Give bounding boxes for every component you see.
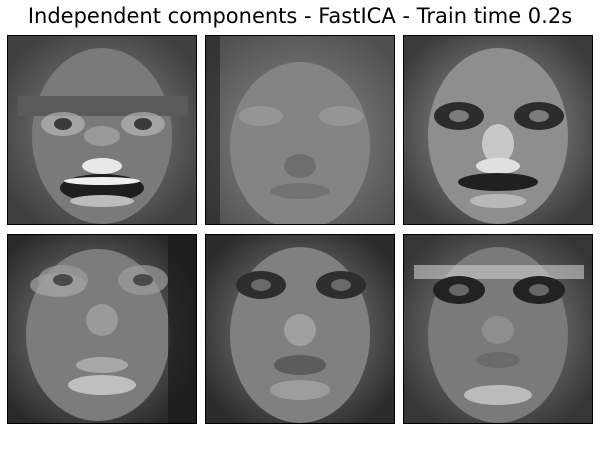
face-panel-5 — [205, 234, 395, 424]
face-image-5 — [206, 235, 394, 423]
face-image-3 — [404, 36, 592, 224]
face-panel-2 — [205, 35, 395, 225]
face-panel-4 — [7, 234, 197, 424]
figure-title: Independent components - FastICA - Train… — [27, 4, 573, 28]
face-image-2 — [206, 36, 394, 224]
face-image-6 — [404, 235, 592, 423]
face-panel-6 — [403, 234, 593, 424]
face-image-1 — [8, 36, 196, 224]
face-panel-1 — [7, 35, 197, 225]
face-image-4 — [8, 235, 196, 423]
face-panel-3 — [403, 35, 593, 225]
